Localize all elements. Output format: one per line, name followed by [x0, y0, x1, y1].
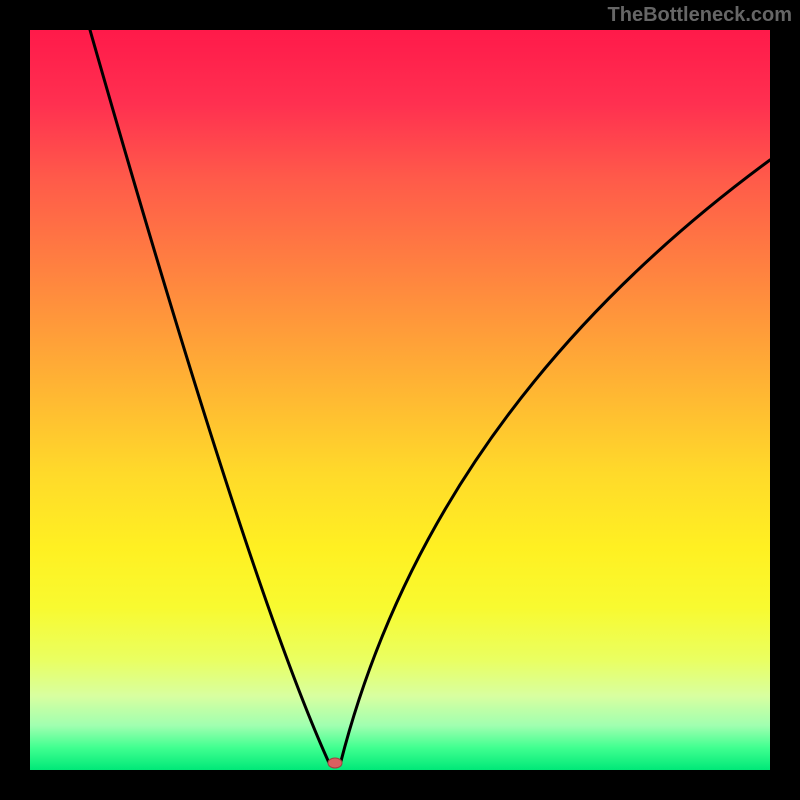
plot-area: [30, 30, 770, 770]
curve-svg: [30, 30, 770, 770]
bottleneck-curve: [90, 30, 770, 765]
chart-container: TheBottleneck.com: [0, 0, 800, 800]
minimum-marker: [328, 758, 342, 768]
watermark-text: TheBottleneck.com: [608, 4, 792, 27]
